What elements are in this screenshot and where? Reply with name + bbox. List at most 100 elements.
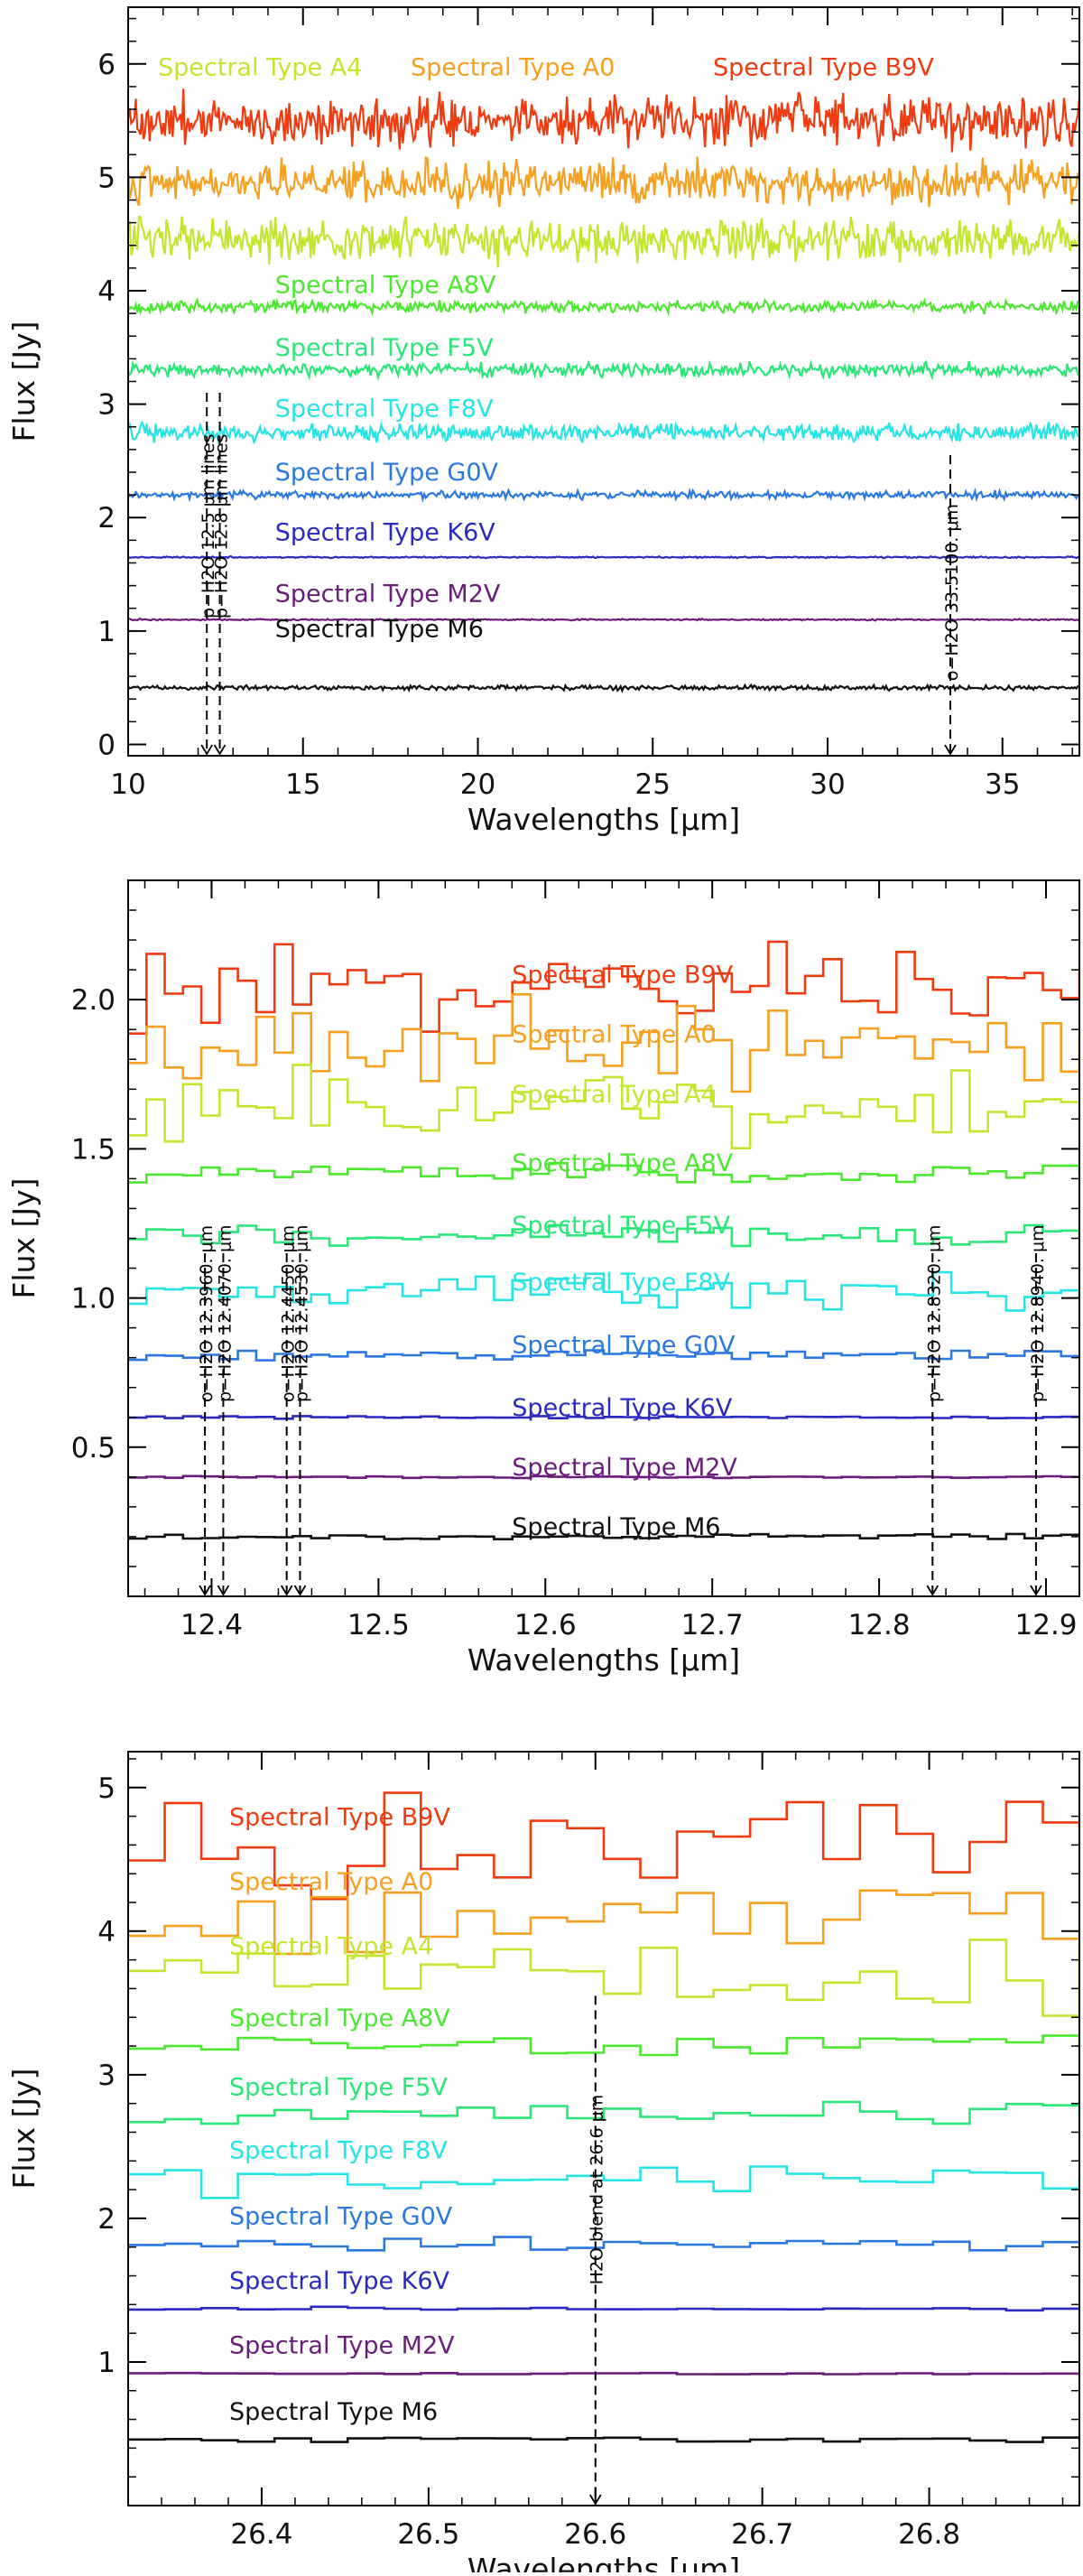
series-line-spectral-type-a4 <box>128 1064 1079 1149</box>
series-label: Spectral Type A4 <box>512 1081 716 1109</box>
plot-frame <box>127 6 1080 757</box>
series-label: Spectral Type F8V <box>512 1269 730 1297</box>
annotation-arrow <box>213 744 227 756</box>
series-label: Spectral Type A4 <box>158 53 362 81</box>
series-label: Spectral Type F8V <box>229 2136 448 2164</box>
annotation-arrow <box>280 1585 293 1596</box>
series-label: Spectral Type B9V <box>713 53 934 81</box>
series-line-spectral-type-m6 <box>128 2436 1079 2443</box>
annotation-arrow <box>293 1585 307 1596</box>
series-line-spectral-type-a8v <box>128 2034 1079 2057</box>
y-tick-label: 2 <box>97 2203 116 2236</box>
series-label: Spectral Type M2V <box>512 1454 737 1482</box>
y-tick-label: 1.5 <box>71 1133 116 1166</box>
series-line-spectral-type-f5v <box>128 2100 1079 2125</box>
y-tick-label: 5 <box>97 162 116 194</box>
series-line-spectral-type-b9v <box>128 940 1079 1035</box>
chart-panel-1: Spectral Type A4 Spectral Type A0 Spectral… <box>6 6 1080 837</box>
y-tick-label: 4 <box>97 1916 116 1948</box>
series-label: Spectral Type F5V <box>275 334 494 362</box>
x-tick-label: 10 <box>110 768 145 801</box>
x-tick-label: 12.9 <box>1015 1609 1078 1641</box>
x-tick-label: 30 <box>810 768 845 801</box>
x-tick-label: 12.5 <box>347 1609 410 1641</box>
annotation-label: p−H2O 12.8940. μm <box>1028 1224 1048 1402</box>
x-tick-label: 15 <box>285 768 320 801</box>
annotation-label: p−H2O 12.8320. μm <box>924 1224 944 1402</box>
series-label: Spectral Type K6V <box>512 1394 733 1422</box>
series-line-spectral-type-m2v <box>128 2371 1079 2376</box>
annotation-label: o−H2O 33.5100. μm <box>942 504 962 681</box>
x-tick-label: 26.7 <box>731 2518 793 2551</box>
series-line-spectral-type-m2v <box>128 617 1079 622</box>
series-label: Spectral Type A8V <box>229 2004 450 2032</box>
x-tick-label: 26.6 <box>564 2518 626 2551</box>
x-tick-label: 20 <box>460 768 495 801</box>
x-tick-label: 26.4 <box>230 2518 292 2551</box>
series-line-spectral-type-a8v <box>128 297 1079 317</box>
series-line-spectral-type-m6 <box>128 1532 1079 1540</box>
series-line-spectral-type-f8v <box>128 420 1079 445</box>
series-label: Spectral Type M2V <box>275 580 501 608</box>
series-line-spectral-type-f8v <box>128 1270 1079 1312</box>
series-line-spectral-type-b9v <box>128 1791 1079 1901</box>
series-line-spectral-type-k6v <box>128 554 1079 560</box>
series-group <box>128 1791 1079 2443</box>
series-line-spectral-type-a0 <box>128 1889 1079 1956</box>
series-line-spectral-type-k6v <box>128 1415 1079 1420</box>
series-label: Spectral Type G0V <box>512 1331 736 1359</box>
series-line-spectral-type-g0v <box>128 1349 1079 1362</box>
y-tick-label: 1.0 <box>71 1283 116 1316</box>
annotation-label: o−H2O 12.4450. μm <box>279 1225 299 1402</box>
annotation-label: p−H2O 12.5 μm lines <box>199 434 218 619</box>
annotation-label: p−H2O 12.4070. μm <box>215 1224 235 1402</box>
annotation-label: o−H2O 12.3960. μm <box>197 1225 217 1402</box>
x-tick-label: 25 <box>635 768 671 801</box>
annotation-arrow <box>1030 1585 1042 1596</box>
x-tick-label: 12.7 <box>681 1609 744 1641</box>
series-label: Spectral Type F5V <box>512 1212 730 1240</box>
series-line-spectral-type-g0v <box>128 487 1079 504</box>
annotation-label: p−H2O 12.4530. μm <box>292 1224 311 1402</box>
series-label: Spectral Type A8V <box>512 1149 733 1177</box>
series-label: Spectral Type A0 <box>229 1868 433 1896</box>
y-tick-label: 0.5 <box>71 1432 116 1465</box>
series-label: Spectral Type A8V <box>275 272 496 300</box>
y-tick-label: 1 <box>97 2347 116 2379</box>
annotation-label: p−H2O 12.8 μm lines <box>212 434 232 619</box>
series-line-spectral-type-f8v <box>128 2165 1079 2199</box>
annotation-arrow <box>926 1585 940 1596</box>
x-axis-title: Wavelengths [μm] <box>467 802 740 837</box>
x-axis-title: Wavelengths [μm] <box>467 1642 740 1678</box>
series-line-spectral-type-a8v <box>128 1161 1079 1184</box>
y-axis-title: Flux [Jy] <box>6 1177 42 1298</box>
series-line-spectral-type-a0 <box>128 993 1079 1093</box>
series-line-spectral-type-g0v <box>128 2236 1079 2252</box>
series-label: Spectral Type A4 <box>229 1933 433 1961</box>
series-line-spectral-type-f5v <box>128 1223 1079 1248</box>
series-line-spectral-type-m6 <box>128 683 1079 693</box>
series-label: Spectral Type K6V <box>275 519 496 547</box>
series-label: Spectral Type M6 <box>275 615 484 643</box>
x-tick-label: 26.5 <box>397 2518 459 2551</box>
series-line-spectral-type-b9v <box>128 88 1079 153</box>
series-label: Spectral Type K6V <box>229 2267 450 2295</box>
x-tick-label: 12.8 <box>848 1609 911 1641</box>
plot-frame <box>127 1751 1080 2506</box>
y-tick-label: 3 <box>97 2060 116 2092</box>
y-tick-label: 1 <box>97 616 116 648</box>
annotation-arrow <box>199 1585 211 1596</box>
chart-panel-2: Spectral Type B9V Spectral Type A0 Spectra… <box>6 879 1080 1678</box>
series-label: Spectral Type F5V <box>229 2073 448 2101</box>
annotation-arrow <box>944 744 957 756</box>
x-tick-label: 12.4 <box>180 1609 243 1641</box>
series-line-spectral-type-a4 <box>128 215 1079 268</box>
x-tick-label: 12.6 <box>514 1609 577 1641</box>
series-label: Spectral Type B9V <box>229 1803 450 1831</box>
series-group <box>128 88 1079 693</box>
series-line-spectral-type-f5v <box>128 359 1079 382</box>
y-tick-label: 4 <box>97 275 116 308</box>
x-axis-title: Wavelengths [μm] <box>467 2552 740 2572</box>
